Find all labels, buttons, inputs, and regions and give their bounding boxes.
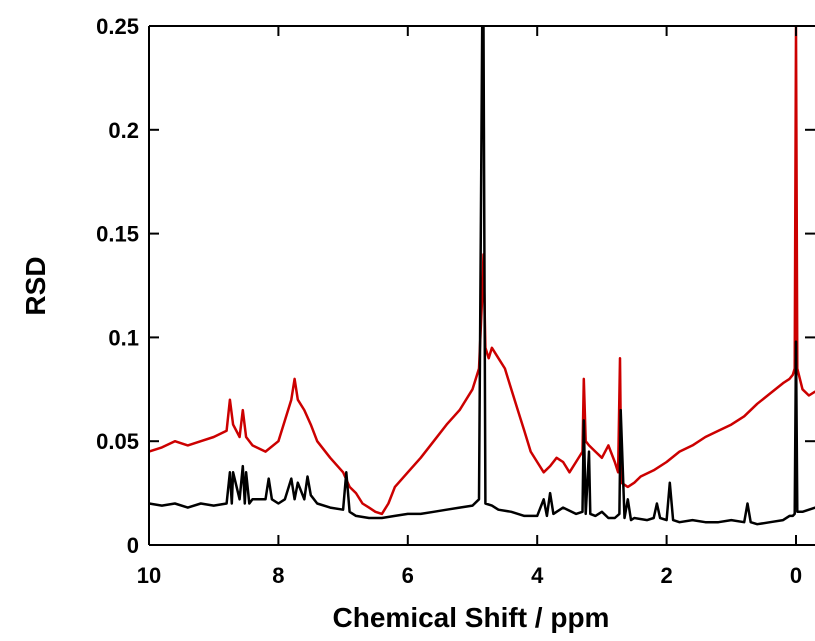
x-tick-label: 10 bbox=[137, 563, 161, 588]
x-tick-label: 4 bbox=[531, 563, 544, 588]
y-tick-label: 0.05 bbox=[96, 429, 139, 454]
y-axis-title: RSD bbox=[20, 256, 51, 315]
x-tick-label: 8 bbox=[272, 563, 284, 588]
series-line-1 bbox=[149, 26, 815, 516]
ticks-layer: 10 8 6 4 2 0 0 0.05 0.1 0.15 0.2 0.25 bbox=[96, 14, 815, 588]
x-tick-label: 6 bbox=[402, 563, 414, 588]
x-tick-label: 2 bbox=[660, 563, 672, 588]
y-tick-label: 0.2 bbox=[108, 118, 139, 143]
axes-layer bbox=[148, 25, 815, 546]
series-line-2 bbox=[149, 26, 815, 526]
y-tick-label: 0.1 bbox=[108, 325, 139, 350]
y-tick-label: 0 bbox=[127, 533, 139, 558]
series-layer bbox=[149, 26, 815, 526]
x-tick-label: 0 bbox=[790, 563, 802, 588]
x-axis-title: Chemical Shift / ppm bbox=[333, 602, 610, 633]
y-tick-label: 0.25 bbox=[96, 14, 139, 39]
y-tick-label: 0.15 bbox=[96, 222, 139, 247]
